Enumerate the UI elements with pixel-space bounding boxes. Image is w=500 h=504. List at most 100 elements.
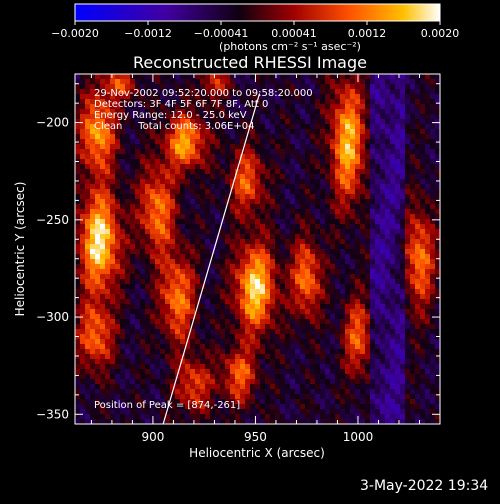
heatmap-cell xyxy=(75,374,81,380)
heatmap-cell xyxy=(365,179,371,185)
heatmap-cell xyxy=(350,134,356,140)
heatmap-cell xyxy=(245,334,251,340)
heatmap-cell xyxy=(200,164,206,170)
heatmap-cell xyxy=(250,194,256,200)
heatmap-cell xyxy=(180,224,186,230)
heatmap-cell xyxy=(375,189,381,195)
heatmap-cell xyxy=(365,314,371,320)
heatmap-cell xyxy=(165,274,171,280)
heatmap-cell xyxy=(275,219,281,225)
heatmap-cell xyxy=(300,104,306,110)
heatmap-cell xyxy=(225,274,231,280)
heatmap-cell xyxy=(115,209,121,215)
heatmap-cell xyxy=(130,284,136,290)
heatmap-cell xyxy=(405,314,411,320)
heatmap-cell xyxy=(330,359,336,365)
heatmap-cell xyxy=(340,274,346,280)
heatmap-cell xyxy=(285,104,291,110)
heatmap-cell xyxy=(395,289,401,295)
heatmap-cell xyxy=(215,134,221,140)
heatmap-cell xyxy=(145,144,151,150)
heatmap-cell xyxy=(110,74,116,80)
heatmap-cell xyxy=(165,139,171,145)
heatmap-cell xyxy=(195,314,201,320)
heatmap-cell xyxy=(315,174,321,180)
heatmap-cell xyxy=(360,279,366,285)
heatmap-cell xyxy=(230,239,236,245)
heatmap-cell xyxy=(185,294,191,300)
heatmap-cell xyxy=(340,399,346,405)
heatmap-cell xyxy=(405,134,411,140)
heatmap-cell xyxy=(410,224,416,230)
heatmap-cell xyxy=(335,149,341,155)
heatmap-cell xyxy=(410,249,416,255)
heatmap-cell xyxy=(80,409,86,415)
heatmap-cell xyxy=(380,124,386,130)
heatmap-cell xyxy=(215,309,221,315)
heatmap-cell xyxy=(175,164,181,170)
heatmap-cell xyxy=(275,304,281,310)
heatmap-cell xyxy=(290,279,296,285)
heatmap-cell xyxy=(390,299,396,305)
heatmap-cell xyxy=(190,279,196,285)
heatmap-cell xyxy=(85,139,91,145)
heatmap-cell xyxy=(225,154,231,160)
heatmap-cell xyxy=(345,139,351,145)
heatmap-cell xyxy=(365,249,371,255)
heatmap-cell xyxy=(100,204,106,210)
heatmap-cell xyxy=(285,269,291,275)
heatmap-cell xyxy=(105,299,111,305)
heatmap-cell xyxy=(315,334,321,340)
heatmap-cell xyxy=(155,274,161,280)
heatmap-cell xyxy=(400,254,406,260)
heatmap-cell xyxy=(370,204,376,210)
heatmap-cell xyxy=(150,154,156,160)
heatmap-cell xyxy=(430,369,436,375)
heatmap-cell xyxy=(195,224,201,230)
heatmap-cell xyxy=(355,374,361,380)
heatmap-cell xyxy=(85,114,91,120)
heatmap-cell xyxy=(285,179,291,185)
heatmap-cell xyxy=(115,159,121,165)
heatmap-cell xyxy=(115,164,121,170)
heatmap-cell xyxy=(370,104,376,110)
heatmap-cell xyxy=(345,314,351,320)
heatmap-cell xyxy=(370,129,376,135)
heatmap-cell xyxy=(120,264,126,270)
heatmap-cell xyxy=(115,219,121,225)
heatmap-cell xyxy=(390,244,396,250)
heatmap-cell xyxy=(390,359,396,365)
heatmap-cell xyxy=(420,339,426,345)
heatmap-cell xyxy=(345,124,351,130)
heatmap-cell xyxy=(390,209,396,215)
heatmap-cell xyxy=(310,319,316,325)
heatmap-cell xyxy=(405,204,411,210)
heatmap-cell xyxy=(95,364,101,370)
heatmap-cell xyxy=(205,169,211,175)
heatmap-cell xyxy=(105,379,111,385)
heatmap-cell xyxy=(370,324,376,330)
heatmap-cell xyxy=(400,409,406,415)
heatmap-cell xyxy=(360,84,366,90)
heatmap-cell xyxy=(315,379,321,385)
heatmap-cell xyxy=(255,124,261,130)
heatmap-cell xyxy=(365,144,371,150)
heatmap-cell xyxy=(180,249,186,255)
heatmap-cell xyxy=(165,244,171,250)
heatmap-cell xyxy=(355,184,361,190)
heatmap-cell xyxy=(330,314,336,320)
heatmap-cell xyxy=(155,254,161,260)
heatmap-cell xyxy=(390,149,396,155)
heatmap-cell xyxy=(80,79,86,85)
heatmap-cell xyxy=(225,389,231,395)
heatmap-cell xyxy=(315,279,321,285)
heatmap-cell xyxy=(240,189,246,195)
heatmap-cell xyxy=(95,394,101,400)
heatmap-cell xyxy=(130,289,136,295)
heatmap-cell xyxy=(425,109,431,115)
heatmap-cell xyxy=(320,199,326,205)
heatmap-cell xyxy=(365,164,371,170)
heatmap-cell xyxy=(280,179,286,185)
heatmap-cell xyxy=(240,399,246,405)
heatmap-cell xyxy=(305,289,311,295)
